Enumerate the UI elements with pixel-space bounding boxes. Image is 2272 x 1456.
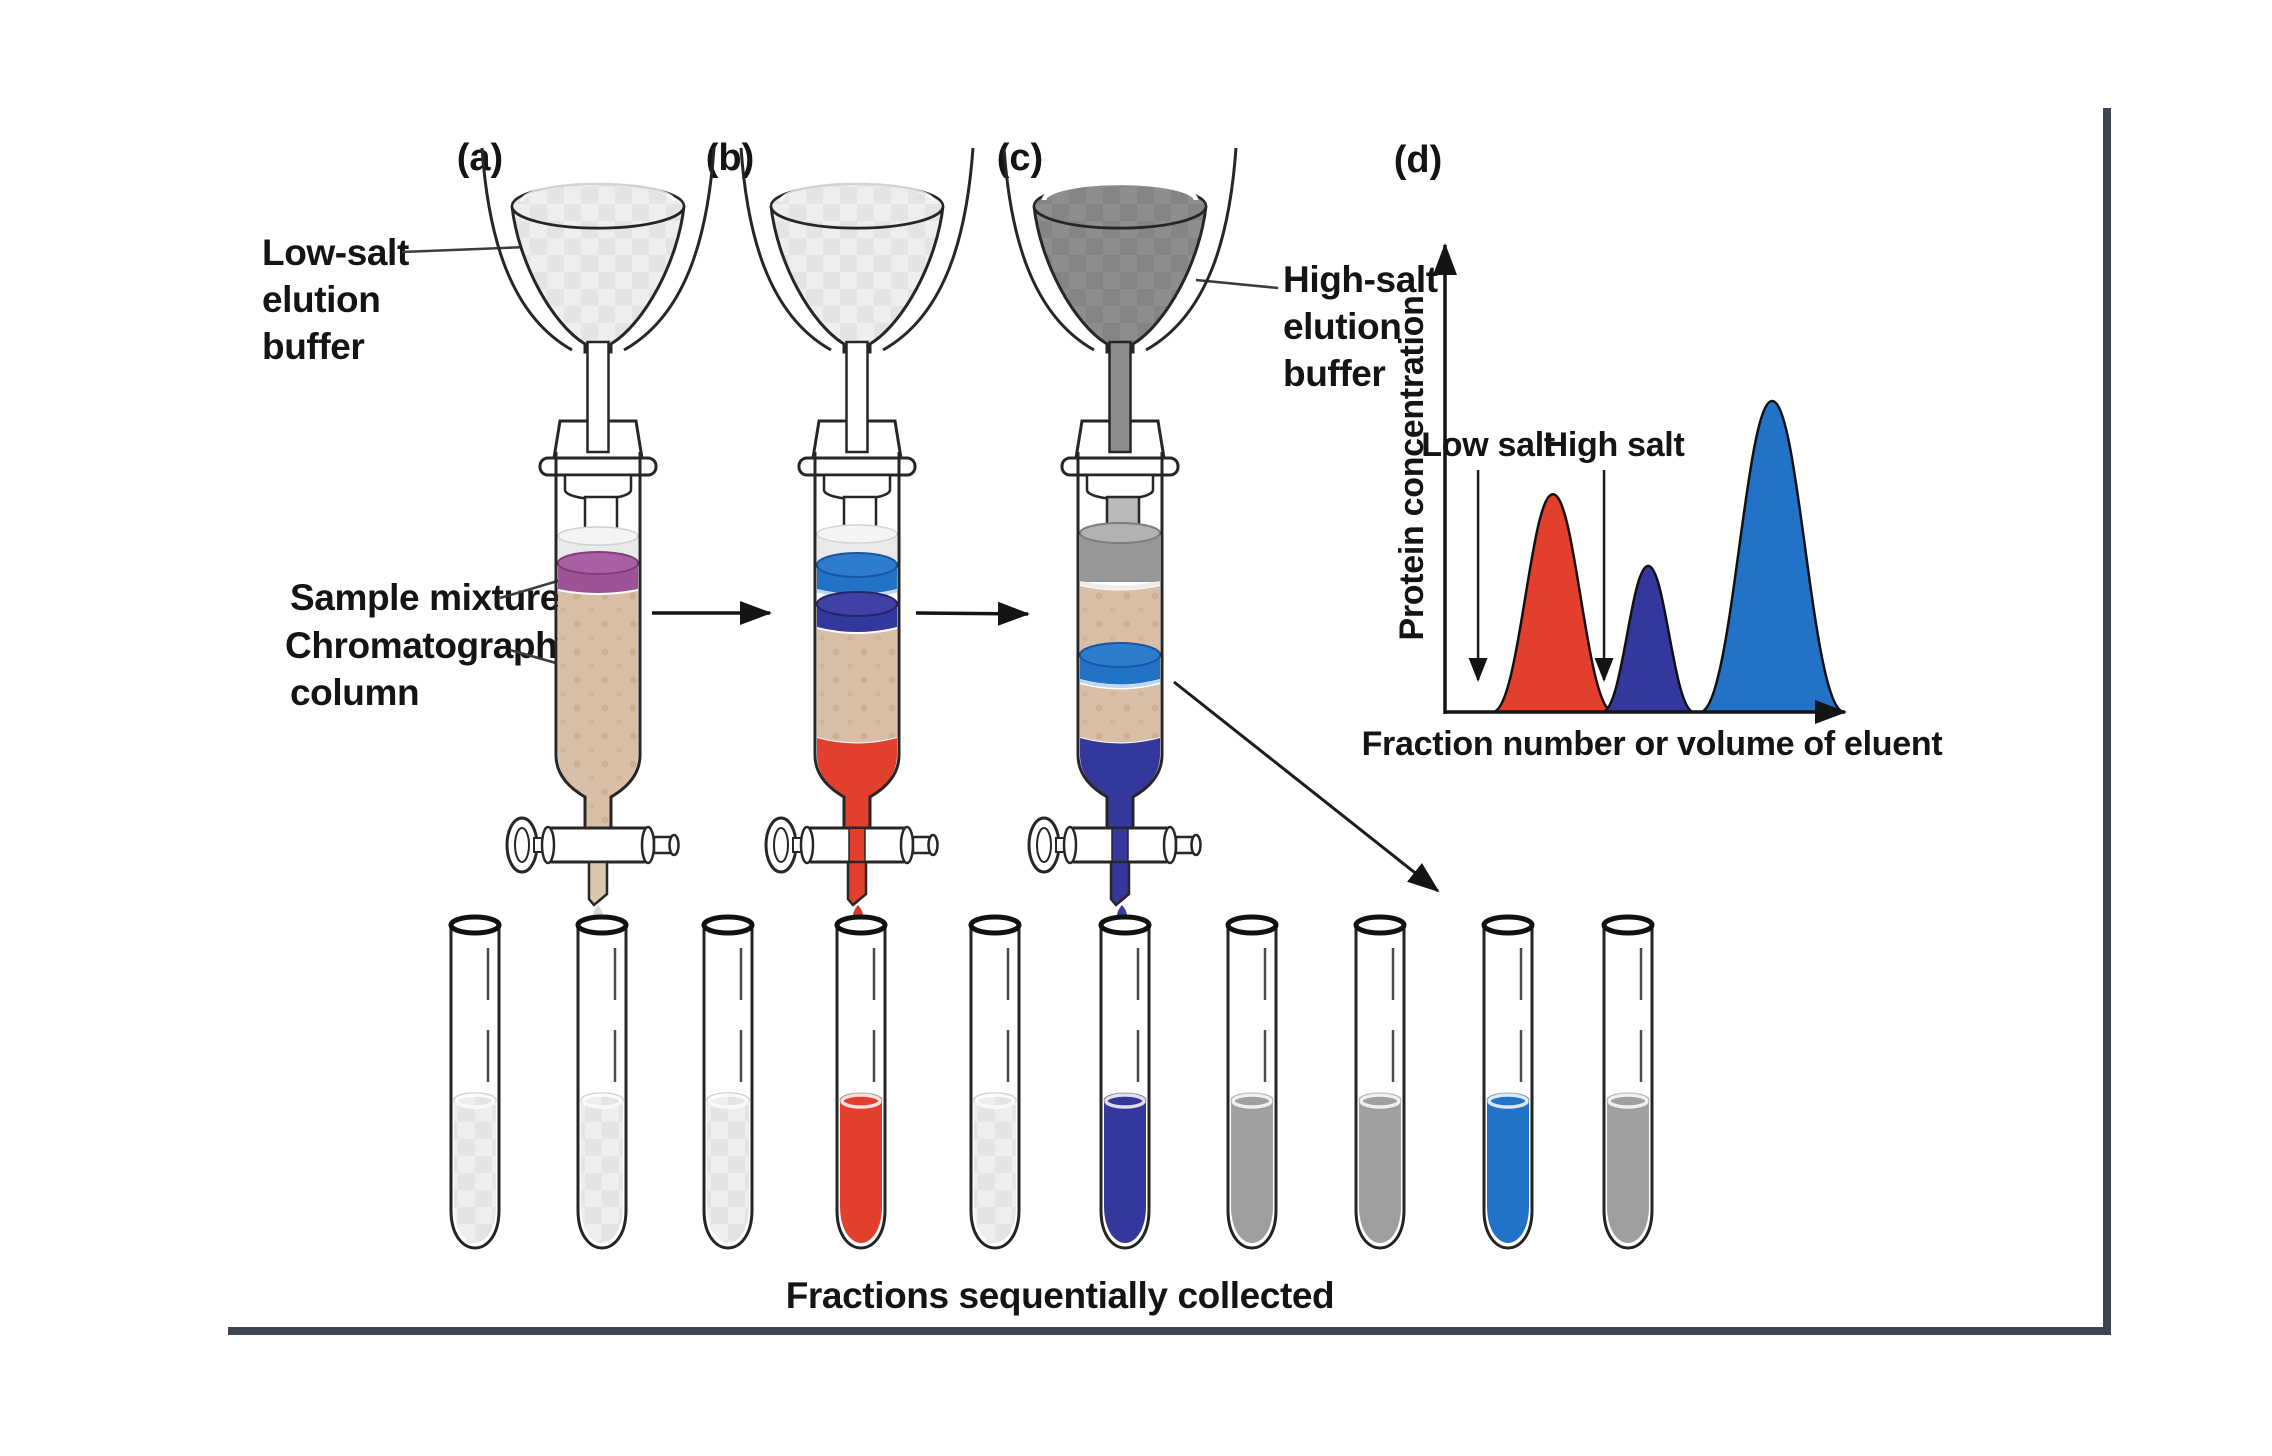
chart-x-label: Fraction number or volume of eluent [1362, 725, 1943, 763]
leader-high-salt [1195, 278, 1279, 290]
svg-text:buffer: buffer [1283, 353, 1385, 394]
column-b-tube [813, 452, 901, 828]
test-tube-5 [968, 914, 1022, 1250]
test-tube-7 [1225, 914, 1279, 1250]
svg-text:Sample mixture: Sample mixture [290, 577, 560, 618]
fractions-caption: Fractions sequentially collected [786, 1275, 1335, 1316]
column-c-tube [1076, 452, 1164, 828]
column-c [1002, 147, 1238, 907]
column-matrix-c-upper [1080, 586, 1160, 654]
stopper-a [538, 340, 658, 580]
arrow-b-to-c [915, 601, 1030, 626]
test-tube-4 [834, 914, 888, 1250]
outlet-c [1109, 860, 1131, 907]
funnel-stem-c [1108, 340, 1132, 454]
column-a [480, 147, 716, 926]
label-low-salt-buffer: Low-salt elution buffer [262, 232, 553, 367]
column-matrix-a [558, 591, 638, 828]
column-matrix-c-lower [1080, 684, 1160, 743]
outlet-b [846, 860, 868, 907]
test-tube-2 [575, 914, 629, 1250]
funnel-a-low-salt [480, 147, 716, 354]
low-salt-label: Low salt [1421, 426, 1555, 464]
funnel-c-high-salt [1002, 147, 1238, 354]
column-a-tube [554, 452, 642, 828]
chart-y-label: Protein concentration [1393, 295, 1431, 640]
stopcock-b [764, 816, 939, 907]
chart-peak-navy [1601, 564, 1695, 714]
arrow-column-to-fractions [1173, 680, 1440, 893]
svg-text:buffer: buffer [262, 326, 364, 367]
stopcock-a [505, 816, 680, 926]
funnel-stem-b [845, 340, 869, 454]
high-salt-layer-c [1080, 533, 1160, 582]
label-sample-mixture: Sample mixture [290, 573, 579, 618]
panel-letter-a: (a) [457, 137, 503, 179]
column-matrix-b [817, 629, 897, 743]
svg-text:Chromatography: Chromatography [285, 625, 578, 666]
leader-chromatography-column [509, 648, 557, 665]
outlet-a [587, 860, 609, 907]
elution-chart: Protein concentration Fraction number or… [1362, 243, 1943, 763]
page-edge-bottom [228, 1327, 2111, 1335]
test-tube-1 [448, 914, 502, 1250]
fraction-tubes [448, 914, 1655, 1250]
panel-letter-d: (d) [1394, 139, 1443, 181]
svg-text:column: column [290, 672, 419, 713]
column-b [739, 147, 975, 907]
red-protein-eluting-b [817, 738, 897, 828]
test-tube-9 [1481, 914, 1535, 1250]
stopper-b [797, 340, 917, 580]
chart-peak-red [1492, 493, 1614, 714]
navy-protein-eluting-c [1080, 738, 1160, 828]
column-b-contents [816, 524, 898, 828]
chart-annotations: Low salt High salt [1421, 426, 1685, 682]
svg-text:elution: elution [262, 279, 380, 320]
svg-text:Low-salt: Low-salt [262, 232, 409, 273]
funnel-b-low-salt [739, 147, 975, 354]
svg-text:elution: elution [1283, 306, 1401, 347]
page-edge-right [2103, 108, 2111, 1335]
test-tube-10 [1601, 914, 1655, 1250]
label-chromatography-column: Chromatography column [285, 625, 579, 713]
stopcock-c [1027, 816, 1202, 907]
chart-peak-blue [1699, 399, 1845, 714]
funnel-stem-a [586, 340, 610, 454]
test-tube-8 [1353, 914, 1407, 1250]
label-high-salt-buffer: High-salt elution buffer [1195, 259, 1438, 394]
high-salt-label: High salt [1544, 426, 1685, 464]
column-c-contents [1079, 522, 1161, 828]
test-tube-3 [701, 914, 755, 1250]
svg-text:High-salt: High-salt [1283, 259, 1438, 300]
column-a-contents [557, 526, 639, 828]
test-tube-6 [1098, 914, 1152, 1250]
